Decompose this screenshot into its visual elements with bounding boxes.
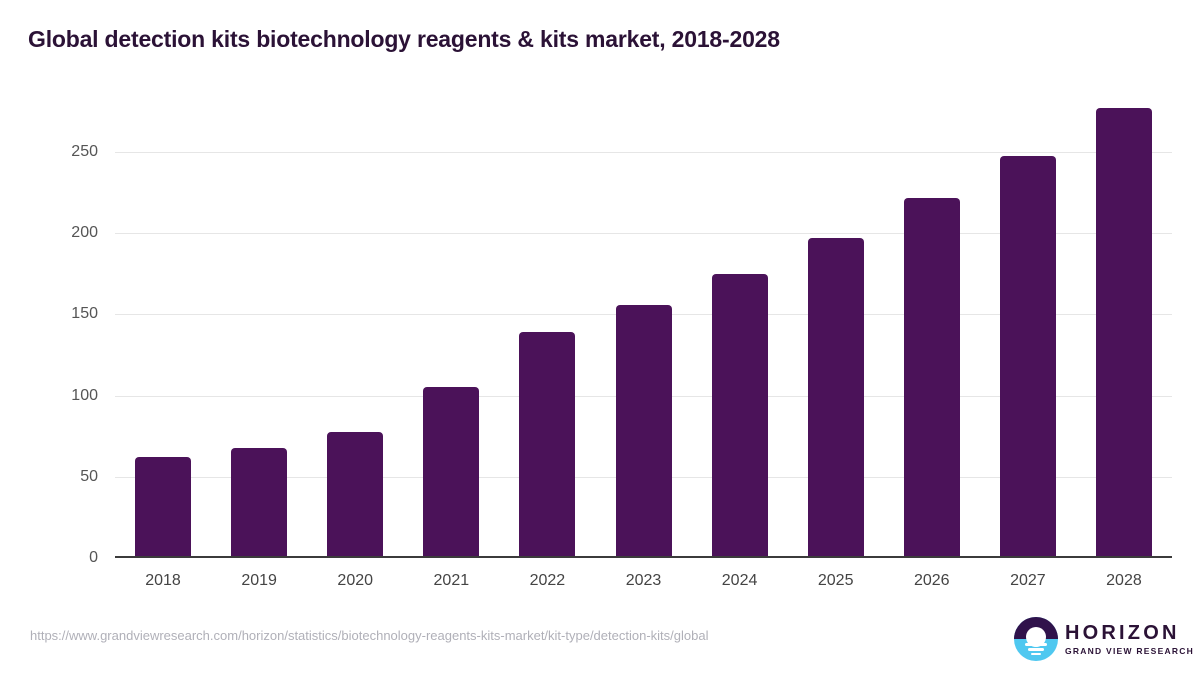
footer-divider [28, 608, 1172, 609]
logo-tagline: GRAND VIEW RESEARCH [1065, 645, 1195, 656]
bar[interactable] [327, 432, 384, 558]
sun-icon [1026, 626, 1046, 647]
bar[interactable] [423, 387, 480, 558]
bar[interactable] [135, 457, 192, 558]
sun-ray-icon [1028, 648, 1044, 651]
gridline [115, 151, 1172, 153]
page-title: Global detection kits biotechnology reag… [28, 26, 780, 52]
horizon-logo[interactable]: HORIZON GRAND VIEW RESEARCH [1014, 617, 1194, 661]
bar[interactable] [711, 273, 768, 558]
bar[interactable] [1095, 108, 1152, 558]
x-tick-label: 2023 [625, 572, 662, 589]
bar[interactable] [903, 198, 960, 558]
x-tick-label: 2024 [721, 572, 758, 589]
y-tick-label: 150 [71, 305, 98, 323]
x-axis-line [115, 556, 1172, 558]
x-tick-label: 2028 [1106, 572, 1142, 589]
x-tick-label: 2027 [1010, 572, 1046, 589]
horizon-logo-icon [1014, 617, 1058, 661]
bar[interactable] [999, 156, 1056, 558]
logo-wordmark: HORIZON GRAND VIEW RESEARCH [1065, 623, 1194, 656]
source-url[interactable]: https://www.grandviewresearch.com/horizo… [30, 628, 709, 643]
bar[interactable] [615, 304, 672, 558]
logo-name: HORIZON [1065, 621, 1180, 644]
sun-ray-icon [1025, 643, 1047, 646]
sun-ray-icon [1031, 652, 1041, 656]
bar[interactable] [807, 238, 864, 558]
plot-area [115, 100, 1172, 558]
y-tick-label: 250 [71, 142, 98, 160]
x-tick-label: 2022 [529, 572, 566, 589]
y-tick-label: 200 [71, 224, 98, 242]
x-tick-label: 2025 [817, 572, 854, 589]
gridline [115, 233, 1172, 235]
y-tick-label: 50 [80, 467, 98, 485]
x-tick-label: 2018 [145, 572, 181, 589]
x-tick-label: 2020 [337, 572, 374, 589]
bar[interactable] [519, 332, 576, 558]
x-tick-label: 2026 [913, 572, 950, 589]
x-tick-label: 2019 [241, 572, 277, 589]
x-tick-label: 2021 [433, 572, 470, 589]
bar-series [115, 100, 1172, 558]
bar[interactable] [231, 447, 288, 558]
y-tick-label: 100 [71, 386, 98, 404]
y-tick-label: 0 [89, 549, 98, 566]
